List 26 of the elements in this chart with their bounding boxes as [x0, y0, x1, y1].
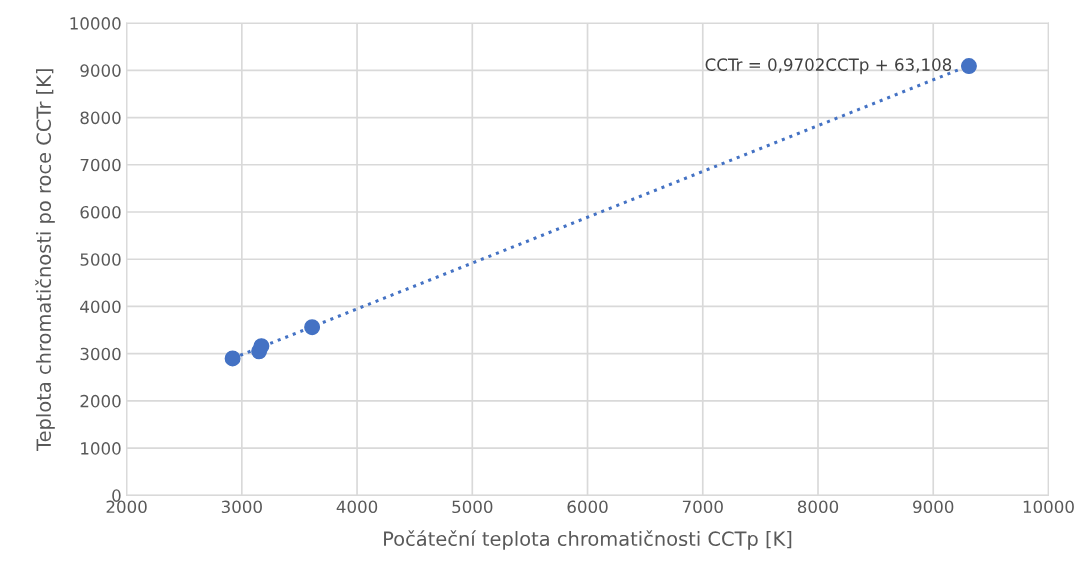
y-tick-label: 6000: [80, 205, 121, 219]
x-axis-title: Počáteční teplota chromatičnosti CCTp [K]: [384, 530, 792, 550]
y-tick-label: 5000: [80, 253, 121, 266]
x-tick-label: 9000: [913, 500, 954, 514]
x-tick-label: 5000: [452, 500, 493, 514]
y-axis-title: Teplota chromatičnosti po roce CCTr [K]: [35, 69, 55, 452]
x-tick-label: 6000: [567, 500, 608, 514]
point: [224, 350, 241, 367]
y-tick-label: 0: [112, 489, 121, 502]
point: [960, 58, 977, 75]
x-tick-label: 4000: [336, 500, 378, 514]
x-tick-label: 8000: [797, 500, 839, 514]
y-tick-label: 8000: [80, 111, 121, 125]
x-tick-label: 7000: [682, 500, 723, 514]
annotation: CCTr = 0,9702CCTp + 63,108: [705, 58, 952, 75]
x-tick-label: 10000: [1023, 500, 1074, 514]
y-tick-label: 10000: [70, 17, 121, 30]
x-tick-label: 2000: [106, 500, 147, 514]
y-tick-label: 2000: [80, 394, 121, 408]
y-tick-label: 1000: [81, 442, 121, 455]
y-tick-label: 9000: [80, 64, 121, 77]
y-tick-label: 7000: [80, 158, 121, 172]
y-tick-label: 4000: [80, 300, 121, 314]
point: [304, 319, 321, 336]
y-tick-label: 3000: [80, 347, 121, 361]
x-tick-label: 3000: [221, 500, 262, 514]
